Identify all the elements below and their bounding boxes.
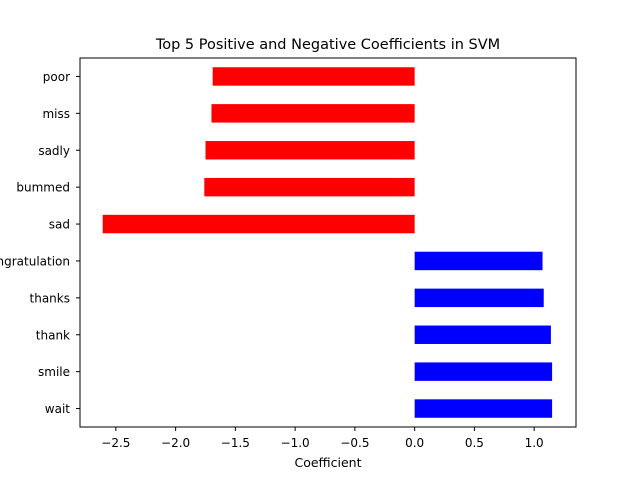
y-tick-label-miss: miss	[42, 107, 70, 121]
bar-sadly	[205, 141, 415, 160]
bar-thanks	[414, 288, 544, 308]
bars-group	[102, 67, 553, 418]
y-tick-label-sadly: sadly	[38, 144, 70, 158]
x-tick-label-1: −2.0	[161, 436, 190, 450]
bar-bummed	[204, 177, 415, 197]
y-tick-label-thanks: thanks	[30, 291, 70, 305]
bar-sad	[102, 214, 415, 234]
bar-congratulation	[414, 251, 543, 271]
x-axis: −2.5 −2.0 −1.5 −1.0 −0.5 0.0 0.5 1.0	[101, 427, 544, 450]
bar-thank	[414, 325, 551, 344]
bar-wait	[414, 399, 553, 418]
plot-frame	[79, 57, 577, 428]
y-tick-label-congratulation: congratulation	[0, 254, 70, 268]
x-tick-label-3: −1.0	[281, 436, 310, 450]
bar-poor	[212, 67, 415, 86]
y-tick-label-sad: sad	[49, 218, 70, 232]
y-axis: poor miss sadly bummed sad congratulation than…	[0, 70, 80, 416]
y-tick-label-bummed: bummed	[16, 181, 70, 195]
x-axis-label: Coefficient	[294, 455, 361, 470]
y-tick-label-wait: wait	[45, 402, 71, 416]
x-tick-label-2: −1.5	[221, 436, 250, 450]
bar-miss	[211, 104, 415, 123]
y-tick-label-thank: thank	[36, 328, 70, 342]
x-tick-label-4: −0.5	[340, 436, 369, 450]
y-tick-label-smile: smile	[38, 365, 70, 379]
y-tick-label-poor: poor	[43, 70, 70, 84]
x-tick-label-0: −2.5	[101, 436, 130, 450]
x-tick-label-7: 1.0	[525, 436, 544, 450]
chart-title: Top 5 Positive and Negative Coefficients…	[155, 37, 500, 53]
x-tick-label-5: 0.0	[405, 436, 424, 450]
bar-smile	[414, 362, 553, 381]
x-tick-label-6: 0.5	[465, 436, 484, 450]
